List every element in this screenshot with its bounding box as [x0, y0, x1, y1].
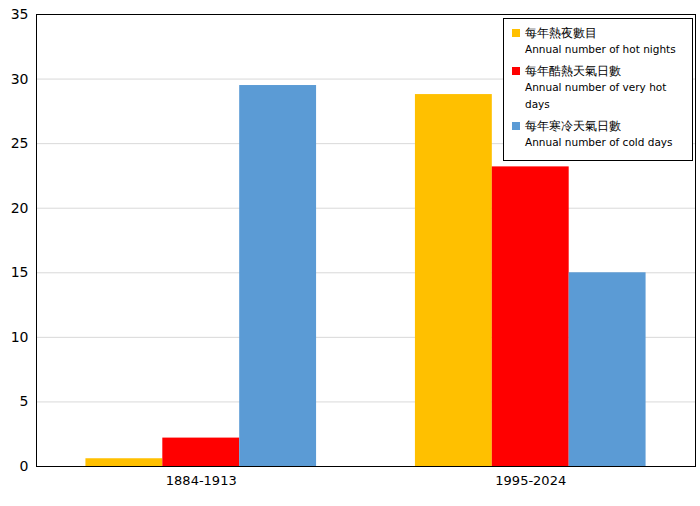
html-text:每年寒冷天氣日數: 每年寒冷天氣日數	[525, 119, 621, 133]
html-text:Annual number of cold days: Annual number of cold days	[525, 136, 673, 148]
svg-text:10: 10	[11, 329, 29, 345]
svg-text:30: 30	[11, 71, 29, 87]
svg-text:35: 35	[11, 6, 29, 22]
svg-text:0: 0	[20, 458, 29, 474]
html-text:Annual number of hot nights: Annual number of hot nights	[525, 43, 676, 55]
svg-text:5: 5	[20, 393, 29, 409]
svg-text:15: 15	[11, 264, 29, 280]
html-text:每年熱夜數目: 每年熱夜數目	[525, 26, 597, 40]
svg-text:20: 20	[11, 200, 29, 216]
svg-text:25: 25	[11, 135, 29, 151]
svg-text:1995-2024: 1995-2024	[495, 473, 566, 488]
html-text:每年酷熱天氣日數: 每年酷熱天氣日數	[525, 64, 621, 78]
html-text:Annual number of very hot days: Annual number of very hot days	[525, 81, 667, 110]
svg-text:1884-1913: 1884-1913	[166, 473, 237, 488]
